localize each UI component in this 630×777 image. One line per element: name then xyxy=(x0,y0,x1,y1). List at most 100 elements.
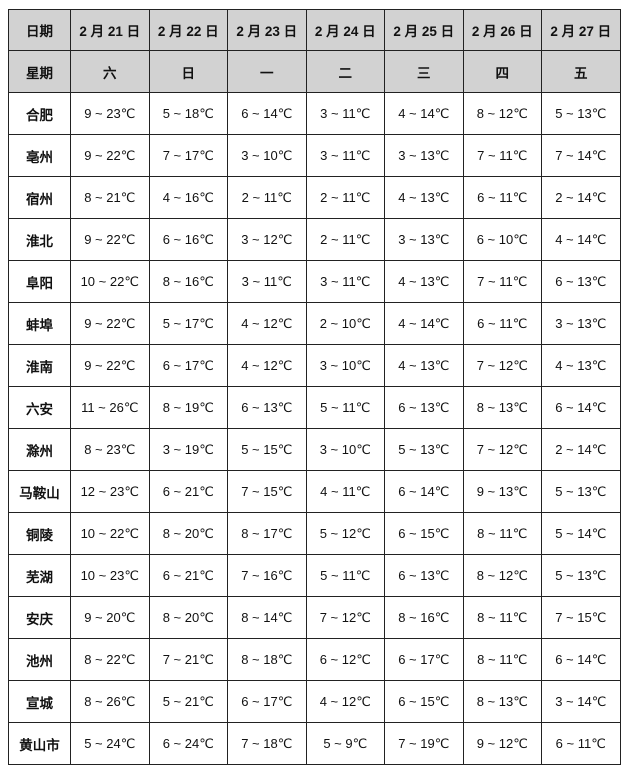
temperature-cell: 9 ~ 22℃ xyxy=(70,134,150,177)
temperature-cell: 7 ~ 14℃ xyxy=(541,134,621,177)
temperature-cell: 6 ~ 11℃ xyxy=(541,722,621,765)
temperature-cell: 8 ~ 12℃ xyxy=(462,92,542,135)
city-cell: 淮北 xyxy=(8,218,71,261)
temperature-cell: 5 ~ 13℃ xyxy=(541,554,621,597)
table-row: 安庆 9 ~ 20℃ 8 ~ 20℃ 8 ~ 14℃ 7 ~ 12℃ 8 ~ 16℃ 8 ~… xyxy=(8,596,621,639)
temperature-cell: 6 ~ 13℃ xyxy=(384,386,464,429)
temperature-cell: 3 ~ 11℃ xyxy=(305,134,385,177)
table-row: 淮南 9 ~ 22℃ 6 ~ 17℃ 4 ~ 12℃ 3 ~ 10℃ 4 ~ 13℃ 7 ~… xyxy=(8,344,621,387)
temperature-cell: 8 ~ 11℃ xyxy=(462,596,542,639)
temperature-cell: 5 ~ 11℃ xyxy=(305,554,385,597)
temperature-cell: 8 ~ 14℃ xyxy=(227,596,307,639)
temperature-cell: 4 ~ 14℃ xyxy=(384,92,464,135)
city-cell: 池州 xyxy=(8,638,71,681)
temperature-cell: 11 ~ 26℃ xyxy=(70,386,150,429)
temperature-cell: 3 ~ 13℃ xyxy=(541,302,621,345)
temperature-cell: 5 ~ 24℃ xyxy=(70,722,150,765)
temperature-cell: 2 ~ 14℃ xyxy=(541,176,621,219)
temperature-cell: 5 ~ 12℃ xyxy=(305,512,385,555)
temperature-cell: 5 ~ 15℃ xyxy=(227,428,307,471)
temperature-cell: 8 ~ 12℃ xyxy=(462,554,542,597)
weekday-header-cell: 六 xyxy=(70,50,150,93)
city-cell: 安庆 xyxy=(8,596,71,639)
temperature-cell: 3 ~ 10℃ xyxy=(305,344,385,387)
temperature-cell: 6 ~ 15℃ xyxy=(384,680,464,723)
temperature-cell: 8 ~ 19℃ xyxy=(148,386,228,429)
temperature-cell: 7 ~ 12℃ xyxy=(462,344,542,387)
temperature-cell: 10 ~ 23℃ xyxy=(70,554,150,597)
city-cell: 淮南 xyxy=(8,344,71,387)
city-cell: 宣城 xyxy=(8,680,71,723)
table-row: 阜阳 10 ~ 22℃ 8 ~ 16℃ 3 ~ 11℃ 3 ~ 11℃ 4 ~ 13℃ 7 … xyxy=(8,260,621,303)
weekday-header-row: 星期 六日一二三四五 xyxy=(8,50,621,93)
temperature-cell: 10 ~ 22℃ xyxy=(70,260,150,303)
temperature-cell: 7 ~ 11℃ xyxy=(462,260,542,303)
temperature-cell: 4 ~ 12℃ xyxy=(227,344,307,387)
temperature-cell: 4 ~ 12℃ xyxy=(227,302,307,345)
date-header-cell: 2 月 23 日 xyxy=(227,9,307,51)
temperature-cell: 4 ~ 13℃ xyxy=(384,176,464,219)
temperature-cell: 7 ~ 12℃ xyxy=(305,596,385,639)
temperature-cell: 4 ~ 12℃ xyxy=(305,680,385,723)
temperature-cell: 9 ~ 12℃ xyxy=(462,722,542,765)
temperature-cell: 8 ~ 11℃ xyxy=(462,512,542,555)
temperature-cell: 6 ~ 14℃ xyxy=(384,470,464,513)
temperature-cell: 7 ~ 12℃ xyxy=(462,428,542,471)
temperature-cell: 6 ~ 14℃ xyxy=(227,92,307,135)
temperature-cell: 10 ~ 22℃ xyxy=(70,512,150,555)
temperature-cell: 3 ~ 11℃ xyxy=(227,260,307,303)
temperature-cell: 6 ~ 21℃ xyxy=(148,554,228,597)
temperature-cell: 7 ~ 17℃ xyxy=(148,134,228,177)
table-row: 宣城 8 ~ 26℃ 5 ~ 21℃ 6 ~ 17℃ 4 ~ 12℃ 6 ~ 15℃ 8 ~… xyxy=(8,680,621,723)
temperature-cell: 7 ~ 15℃ xyxy=(227,470,307,513)
temperature-cell: 2 ~ 14℃ xyxy=(541,428,621,471)
temperature-cell: 9 ~ 20℃ xyxy=(70,596,150,639)
table-row: 蚌埠 9 ~ 22℃ 5 ~ 17℃ 4 ~ 12℃ 2 ~ 10℃ 4 ~ 14℃ 6 ~… xyxy=(8,302,621,345)
temperature-cell: 5 ~ 18℃ xyxy=(148,92,228,135)
temperature-cell: 6 ~ 17℃ xyxy=(148,344,228,387)
table-row: 亳州 9 ~ 22℃ 7 ~ 17℃ 3 ~ 10℃ 3 ~ 11℃ 3 ~ 13℃ 7 ~… xyxy=(8,134,621,177)
weekday-header-cell: 二 xyxy=(305,50,385,93)
weekday-header-cell: 一 xyxy=(227,50,307,93)
temperature-cell: 8 ~ 17℃ xyxy=(227,512,307,555)
date-header-cell: 2 月 26 日 xyxy=(462,9,542,51)
temperature-cell: 9 ~ 13℃ xyxy=(462,470,542,513)
temperature-cell: 8 ~ 16℃ xyxy=(384,596,464,639)
date-header-cell: 2 月 24 日 xyxy=(305,9,385,51)
date-label: 日期 xyxy=(8,9,71,51)
temperature-cell: 6 ~ 13℃ xyxy=(227,386,307,429)
temperature-cell: 8 ~ 26℃ xyxy=(70,680,150,723)
temperature-cell: 5 ~ 13℃ xyxy=(384,428,464,471)
table-row: 黄山市 5 ~ 24℃ 6 ~ 24℃ 7 ~ 18℃ 5 ~ 9℃ 7 ~ 19℃ 9 ~… xyxy=(8,722,621,765)
temperature-cell: 5 ~ 9℃ xyxy=(305,722,385,765)
temperature-cell: 6 ~ 10℃ xyxy=(462,218,542,261)
temperature-cell: 8 ~ 13℃ xyxy=(462,386,542,429)
temperature-cell: 4 ~ 14℃ xyxy=(384,302,464,345)
city-cell: 阜阳 xyxy=(8,260,71,303)
temperature-cell: 7 ~ 18℃ xyxy=(227,722,307,765)
temperature-cell: 8 ~ 22℃ xyxy=(70,638,150,681)
temperature-cell: 3 ~ 13℃ xyxy=(384,218,464,261)
temperature-cell: 3 ~ 12℃ xyxy=(227,218,307,261)
temperature-cell: 8 ~ 16℃ xyxy=(148,260,228,303)
temperature-cell: 6 ~ 16℃ xyxy=(148,218,228,261)
temperature-cell: 6 ~ 17℃ xyxy=(384,638,464,681)
temperature-cell: 8 ~ 11℃ xyxy=(462,638,542,681)
temperature-cell: 7 ~ 15℃ xyxy=(541,596,621,639)
temperature-cell: 5 ~ 11℃ xyxy=(305,386,385,429)
temperature-cell: 7 ~ 19℃ xyxy=(384,722,464,765)
temperature-cell: 3 ~ 11℃ xyxy=(305,92,385,135)
temperature-cell: 6 ~ 21℃ xyxy=(148,470,228,513)
temperature-cell: 2 ~ 11℃ xyxy=(305,218,385,261)
temperature-cell: 4 ~ 13℃ xyxy=(384,344,464,387)
date-header-cell: 2 月 25 日 xyxy=(384,9,464,51)
temperature-cell: 4 ~ 11℃ xyxy=(305,470,385,513)
city-cell: 蚌埠 xyxy=(8,302,71,345)
table-row: 六安 11 ~ 26℃ 8 ~ 19℃ 6 ~ 13℃ 5 ~ 11℃ 6 ~ 13℃ 8 … xyxy=(8,386,621,429)
temperature-cell: 6 ~ 15℃ xyxy=(384,512,464,555)
temperature-cell: 6 ~ 13℃ xyxy=(384,554,464,597)
table-row: 池州 8 ~ 22℃ 7 ~ 21℃ 8 ~ 18℃ 6 ~ 12℃ 6 ~ 17℃ 8 ~… xyxy=(8,638,621,681)
city-cell: 黄山市 xyxy=(8,722,71,765)
date-header-cell: 2 月 21 日 xyxy=(70,9,150,51)
